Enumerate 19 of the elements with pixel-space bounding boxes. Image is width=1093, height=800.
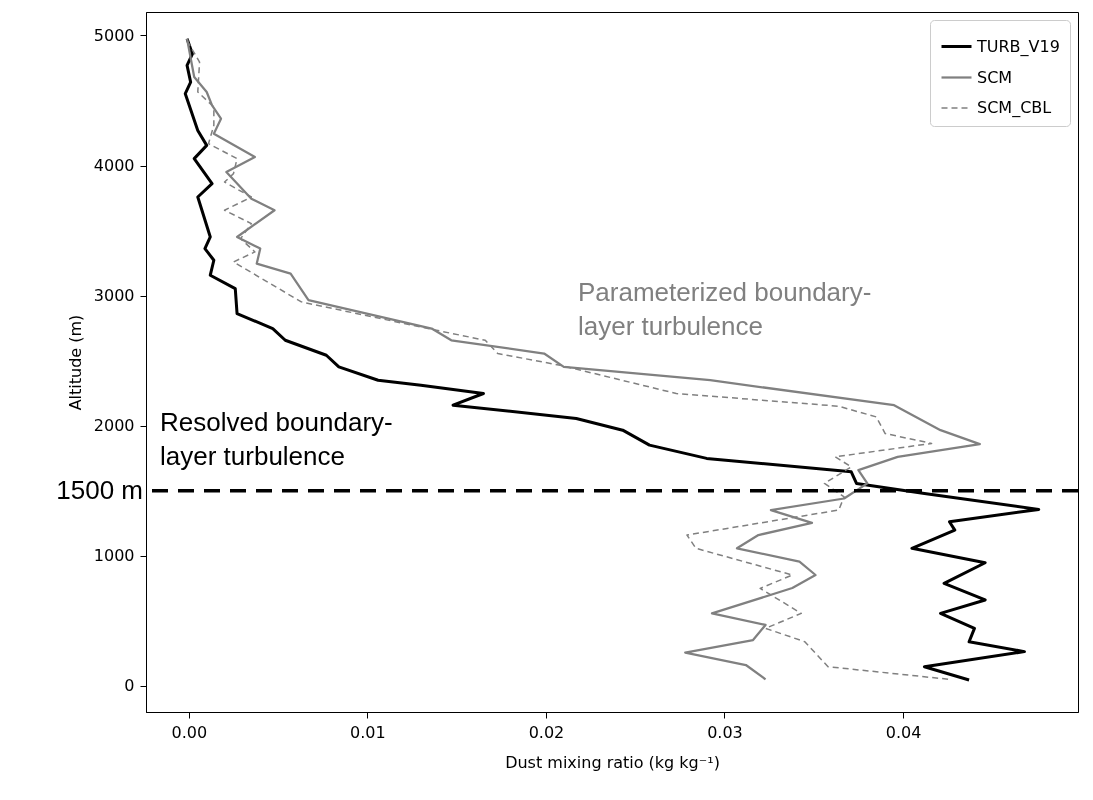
legend-label: TURB_V19 <box>976 36 1060 57</box>
legend-label: SCM <box>977 67 1013 87</box>
ref-line-label: 1500 m <box>56 474 143 505</box>
annotation: Parameterized boundary- layer turbulence <box>578 277 872 341</box>
x-tick-label: 0.04 <box>885 722 922 742</box>
annotation: Resolved boundary- layer turbulence <box>160 407 393 471</box>
x-tick-label: 0.03 <box>707 722 743 742</box>
x-tick-label: 0.02 <box>528 722 565 742</box>
y-tick-label: 3000 <box>93 286 135 306</box>
legend-label: SCM_CBL <box>977 98 1052 118</box>
y-tick-label: 5000 <box>93 25 135 45</box>
x-tick-label: 0.01 <box>350 722 386 742</box>
y-tick-label: 4000 <box>93 156 135 176</box>
x-axis-title: Dust mixing ratio (kg kg⁻¹) <box>505 752 720 772</box>
y-tick-label: 2000 <box>93 416 135 436</box>
y-axis-title: Altitude (m) <box>65 314 85 411</box>
y-tick-label: 0 <box>124 676 135 696</box>
y-tick-label: 1000 <box>93 546 135 566</box>
x-tick-label: 0.00 <box>171 722 208 742</box>
